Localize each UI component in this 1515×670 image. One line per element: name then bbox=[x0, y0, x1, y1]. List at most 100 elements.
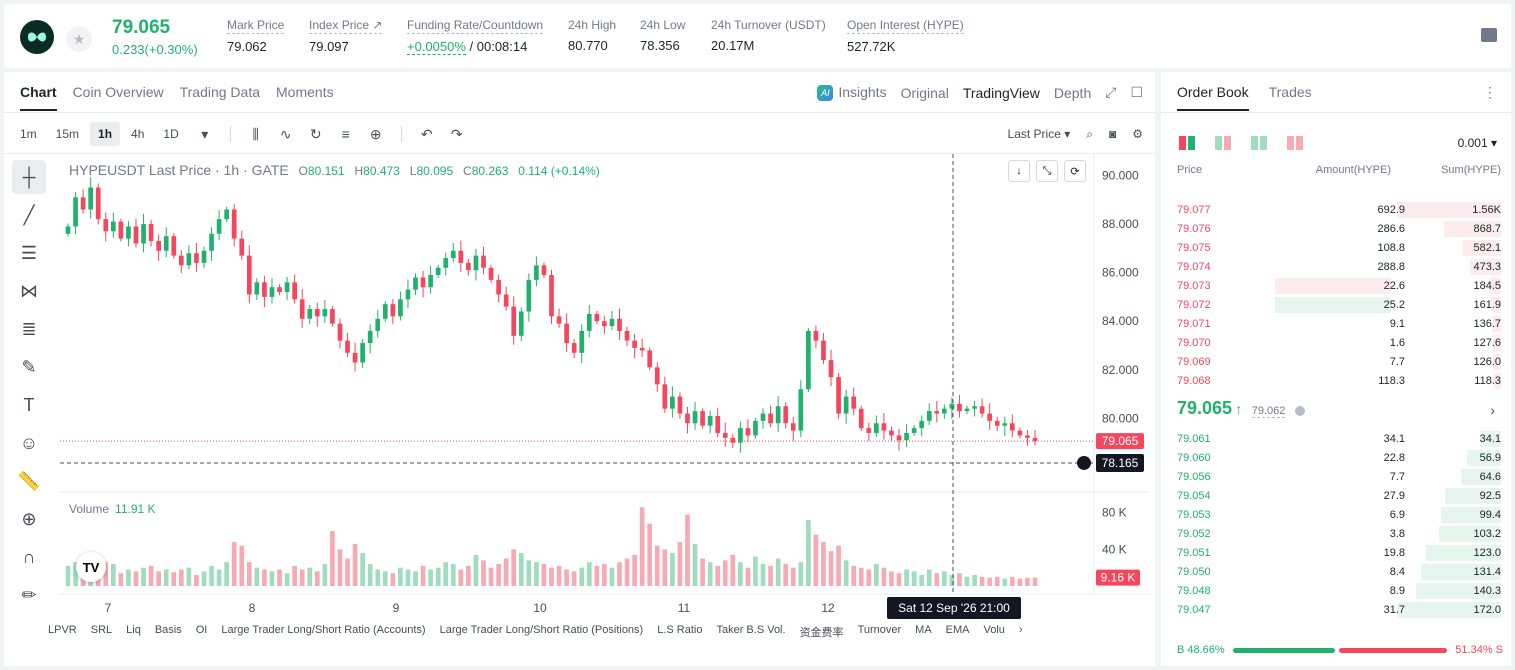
indicator-item[interactable]: 资金费率 bbox=[799, 627, 844, 639]
indicator-item[interactable]: L.S Ratio bbox=[657, 624, 703, 636]
indicator-item[interactable]: Basis bbox=[154, 624, 182, 636]
toggle-icon[interactable]: ⟳ bbox=[1064, 160, 1086, 182]
scroll-down-icon[interactable]: ↓ bbox=[1008, 160, 1030, 182]
indicator-item[interactable]: Large Trader Long/Short Ratio (Accounts) bbox=[221, 624, 426, 636]
bid-row[interactable]: 79.061 34.1 34.1 bbox=[1161, 429, 1511, 448]
mode-split-icon[interactable] bbox=[1215, 136, 1231, 150]
indicator-item[interactable]: MA bbox=[915, 624, 932, 636]
magnet-tool-icon[interactable]: ∩ bbox=[22, 546, 36, 567]
indicator-item[interactable]: Liq bbox=[126, 624, 141, 636]
horizontal-lines-tool-icon[interactable]: ☰ bbox=[20, 242, 38, 263]
tab-trading-data[interactable]: Trading Data bbox=[179, 84, 261, 100]
stat-mark-price[interactable]: Mark Price 79.062 bbox=[227, 18, 285, 54]
ask-row[interactable]: 79.075 108.8 582.1 bbox=[1161, 238, 1511, 257]
pattern-tool-icon[interactable]: ⋈ bbox=[20, 280, 38, 301]
tab-insights[interactable]: AI Insights bbox=[817, 84, 887, 102]
timeframe-1h[interactable]: 1h bbox=[90, 122, 121, 146]
indicator-item[interactable]: Volu bbox=[983, 624, 1005, 636]
ask-row[interactable]: 79.069 7.7 126.0 bbox=[1161, 352, 1511, 371]
indicator-item[interactable]: Taker B.S Vol. bbox=[716, 624, 786, 636]
pencil-tool-icon[interactable]: ✏ bbox=[21, 584, 37, 605]
stat-index-price[interactable]: Index Price ↗ 79.097 bbox=[309, 18, 383, 54]
indicator-item[interactable]: EMA bbox=[945, 624, 970, 636]
add-alert-icon[interactable]: ⊕ bbox=[369, 125, 382, 142]
bid-row[interactable]: 79.047 31.7 172.0 bbox=[1161, 600, 1511, 619]
fib-tool-icon[interactable]: ≣ bbox=[21, 318, 37, 339]
bid-row[interactable]: 79.060 22.8 56.9 bbox=[1161, 448, 1511, 467]
mode-bids-icon[interactable] bbox=[1251, 136, 1267, 150]
bid-row[interactable]: 79.048 8.9 140.3 bbox=[1161, 581, 1511, 600]
collapse-icon[interactable]: ⤡ bbox=[1036, 160, 1058, 182]
emoji-tool-icon[interactable]: ☺ bbox=[19, 432, 39, 453]
ask-row[interactable]: 79.073 22.6 184.5 bbox=[1161, 276, 1511, 295]
more-options-icon[interactable]: ⋮ bbox=[1483, 84, 1497, 100]
tab-depth[interactable]: Depth bbox=[1053, 84, 1092, 101]
tab-order-book[interactable]: Order Book bbox=[1177, 84, 1249, 111]
precision-select[interactable]: 0.001 ▾ bbox=[1457, 136, 1497, 150]
ask-row[interactable]: 79.071 9.1 136.7 bbox=[1161, 314, 1511, 333]
ask-row[interactable]: 79.074 288.8 473.3 bbox=[1161, 257, 1511, 276]
bid-row[interactable]: 79.050 8.4 131.4 bbox=[1161, 562, 1511, 581]
candle-type-icon[interactable]: ⫼ bbox=[252, 125, 259, 142]
timeframe-1d[interactable]: 1D bbox=[163, 127, 179, 141]
chart-tabs: Chart Coin Overview Trading Data Moments bbox=[20, 84, 350, 111]
chevron-right-icon[interactable]: › bbox=[1018, 624, 1023, 636]
volume-bar bbox=[292, 565, 297, 586]
bid-row[interactable]: 79.056 7.7 64.6 bbox=[1161, 467, 1511, 486]
chevron-right-icon[interactable]: › bbox=[1490, 402, 1495, 418]
zoom-tool-icon[interactable]: ⊕ bbox=[21, 508, 37, 529]
tab-original[interactable]: Original bbox=[900, 84, 949, 101]
indicator-item[interactable]: SRL bbox=[90, 624, 113, 636]
timeframe-1m[interactable]: 1m bbox=[20, 127, 37, 141]
indicator-item[interactable]: Large Trader Long/Short Ratio (Positions… bbox=[439, 624, 644, 636]
undo-icon[interactable]: ↶ bbox=[420, 125, 433, 142]
tab-tradingview[interactable]: TradingView bbox=[962, 84, 1040, 101]
replay-icon[interactable]: ↻ bbox=[309, 125, 322, 142]
templates-icon[interactable]: ≡ bbox=[341, 126, 350, 142]
ask-row[interactable]: 79.072 25.2 161.9 bbox=[1161, 295, 1511, 314]
price-type-select[interactable]: Last Price ▾ bbox=[1007, 127, 1071, 141]
ask-row[interactable]: 79.076 286.6 868.7 bbox=[1161, 219, 1511, 238]
ruler-tool-icon[interactable]: 📏 bbox=[17, 470, 41, 491]
stat-funding-rate[interactable]: Funding Rate/Countdown +0.0050% / 00:08:… bbox=[407, 18, 544, 55]
crosshair-tool-icon[interactable]: ┼ bbox=[12, 160, 46, 194]
camera-icon[interactable]: ◙ bbox=[1108, 127, 1117, 141]
stat-open-interest[interactable]: Open Interest (HYPE) 527.72K bbox=[847, 18, 964, 54]
favorite-star-icon[interactable]: ★ bbox=[66, 26, 92, 52]
redo-icon[interactable]: ↷ bbox=[450, 125, 463, 142]
tab-chart[interactable]: Chart bbox=[20, 84, 57, 111]
bid-row[interactable]: 79.051 19.8 123.0 bbox=[1161, 543, 1511, 562]
candle-body bbox=[126, 226, 131, 239]
expand-icon[interactable]: ⤢ bbox=[1105, 84, 1117, 101]
mode-both-icon[interactable] bbox=[1179, 136, 1195, 150]
tab-coin-overview[interactable]: Coin Overview bbox=[72, 84, 164, 100]
bid-row[interactable]: 79.052 3.8 103.2 bbox=[1161, 524, 1511, 543]
mid-price-row[interactable]: 79.065 ↑ 79.062 › bbox=[1177, 398, 1501, 422]
guide-book-icon[interactable] bbox=[1481, 28, 1497, 42]
indicator-item[interactable]: OI bbox=[195, 624, 208, 636]
timeframe-15m[interactable]: 15m bbox=[55, 127, 80, 141]
tab-trades[interactable]: Trades bbox=[1268, 84, 1312, 100]
tradingview-logo[interactable]: TV bbox=[76, 552, 106, 582]
indicator-item[interactable]: Turnover bbox=[857, 624, 902, 636]
row-sum: 92.5 bbox=[1479, 490, 1501, 502]
mode-asks-icon[interactable] bbox=[1287, 136, 1303, 150]
brush-tool-icon[interactable]: ✎ bbox=[21, 356, 37, 377]
candlestick-chart[interactable]: 90.000 88.000 86.000 84.000 82.000 80.000 80 K… bbox=[60, 154, 1150, 624]
ask-row[interactable]: 79.068 118.3 118.3 bbox=[1161, 371, 1511, 390]
timeframe-dropdown-icon[interactable]: ▾ bbox=[201, 125, 209, 142]
window-icon[interactable]: ☐ bbox=[1130, 84, 1143, 101]
ask-row[interactable]: 79.077 692.9 1.56K bbox=[1161, 200, 1511, 219]
settings-gear-icon[interactable]: ⚙ bbox=[1132, 127, 1143, 141]
search-icon[interactable]: ⌕ bbox=[1086, 126, 1093, 141]
indicator-item[interactable]: LPVR bbox=[48, 624, 77, 636]
tab-moments[interactable]: Moments bbox=[276, 84, 334, 100]
bid-row[interactable]: 79.054 27.9 92.5 bbox=[1161, 486, 1511, 505]
trend-line-tool-icon[interactable]: ╱ bbox=[23, 204, 35, 225]
timeframe-4h[interactable]: 4h bbox=[131, 127, 145, 141]
text-tool-icon[interactable]: T bbox=[23, 394, 35, 415]
ask-row[interactable]: 79.070 1.6 127.6 bbox=[1161, 333, 1511, 352]
indicators-icon[interactable]: ∿ bbox=[279, 125, 292, 142]
bid-row[interactable]: 79.053 6.9 99.4 bbox=[1161, 505, 1511, 524]
volume-bar bbox=[594, 565, 600, 586]
